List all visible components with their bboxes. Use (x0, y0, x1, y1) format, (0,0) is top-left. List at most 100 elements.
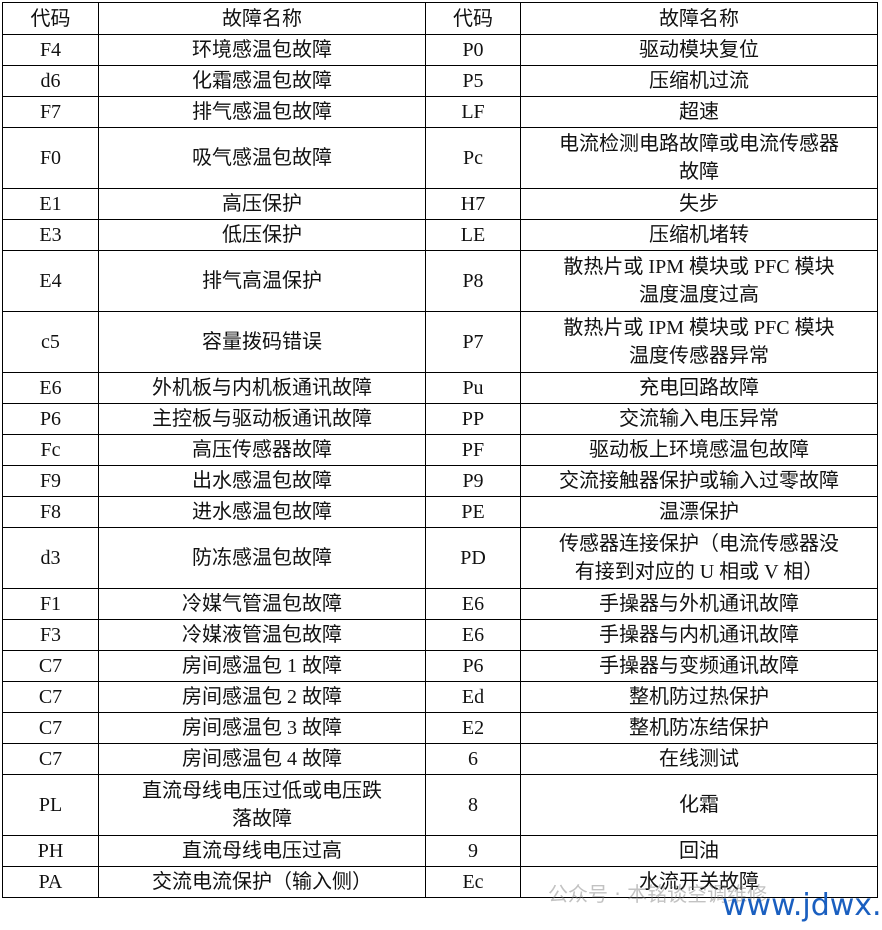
table-row: C7 房间感温包 4 故障 6 在线测试 (2, 743, 878, 775)
fault-name: 进水感温包故障 (98, 496, 426, 528)
fault-name: 交流输入电压异常 (520, 403, 878, 435)
table-row: d6 化霜感温包故障 P5 压缩机过流 (2, 65, 878, 97)
fault-name: 水流开关故障 (520, 866, 878, 898)
fault-code: PH (2, 835, 99, 867)
fault-name: 防冻感温包故障 (98, 527, 426, 589)
fault-name: 冷媒气管温包故障 (98, 588, 426, 620)
table-row: F8 进水感温包故障 PE 温漂保护 (2, 496, 878, 528)
fault-name: 压缩机堵转 (520, 219, 878, 251)
fault-name: 吸气感温包故障 (98, 127, 426, 189)
fault-code: c5 (2, 311, 99, 373)
fault-code: F3 (2, 619, 99, 651)
header-cell: 故障名称 (520, 2, 878, 35)
fault-name: 电流检测电路故障或电流传感器 故障 (520, 127, 878, 189)
table-row: Fc 高压传感器故障 PF 驱动板上环境感温包故障 (2, 434, 878, 466)
table-row: E6 外机板与内机板通讯故障 Pu 充电回路故障 (2, 372, 878, 404)
fault-code: C7 (2, 712, 99, 744)
fault-code: PP (425, 403, 521, 435)
fault-code: LE (425, 219, 521, 251)
fault-code: C7 (2, 681, 99, 713)
table-row: F7 排气感温包故障 LF 超速 (2, 96, 878, 128)
fault-name: 在线测试 (520, 743, 878, 775)
fault-code: PA (2, 866, 99, 898)
table-row: C7 房间感温包 1 故障 P6 手操器与变频通讯故障 (2, 650, 878, 682)
fault-name: 失步 (520, 188, 878, 220)
fault-name: 温漂保护 (520, 496, 878, 528)
fault-name: 散热片或 IPM 模块或 PFC 模块 温度温度过高 (520, 250, 878, 312)
fault-code: F4 (2, 34, 99, 66)
header-cell: 代码 (425, 2, 521, 35)
fault-code: Pc (425, 127, 521, 189)
fault-code: F8 (2, 496, 99, 528)
fault-name: 化霜感温包故障 (98, 65, 426, 97)
fault-code: PL (2, 774, 99, 836)
table-row: PL 直流母线电压过低或电压跌 落故障 8 化霜 (2, 774, 878, 836)
watermark-site: www.jdwx.cn (722, 888, 882, 923)
table-row: F1 冷媒气管温包故障 E6 手操器与外机通讯故障 (2, 588, 878, 620)
fault-name: 直流母线电压过高 (98, 835, 426, 867)
fault-code: E6 (2, 372, 99, 404)
table-row: E1 高压保护 H7 失步 (2, 188, 878, 220)
table-row: C7 房间感温包 3 故障 E2 整机防冻结保护 (2, 712, 878, 744)
fault-code: PF (425, 434, 521, 466)
fault-code: Ed (425, 681, 521, 713)
fault-code: E2 (425, 712, 521, 744)
fault-name: 交流接触器保护或输入过零故障 (520, 465, 878, 497)
table-row: P6 主控板与驱动板通讯故障 PP 交流输入电压异常 (2, 403, 878, 435)
fault-name: 手操器与变频通讯故障 (520, 650, 878, 682)
table-row: F9 出水感温包故障 P9 交流接触器保护或输入过零故障 (2, 465, 878, 497)
fault-name: 驱动板上环境感温包故障 (520, 434, 878, 466)
fault-name: 手操器与外机通讯故障 (520, 588, 878, 620)
fault-code: P7 (425, 311, 521, 373)
fault-code: P6 (425, 650, 521, 682)
fault-code: E4 (2, 250, 99, 312)
watermark-account: 公众号 · 本铭谈空调维修 (548, 882, 768, 906)
fault-name: 散热片或 IPM 模块或 PFC 模块 温度传感器异常 (520, 311, 878, 373)
fault-code: d6 (2, 65, 99, 97)
fault-code: F9 (2, 465, 99, 497)
fault-name: 容量拨码错误 (98, 311, 426, 373)
fault-code: Fc (2, 434, 99, 466)
header-cell: 故障名称 (98, 2, 426, 35)
table-row: PA 交流电流保护（输入侧） Ec 水流开关故障 (2, 866, 878, 898)
fault-code: 9 (425, 835, 521, 867)
fault-name: 排气感温包故障 (98, 96, 426, 128)
header-row: 代码 故障名称 代码 故障名称 (2, 2, 878, 35)
fault-name: 冷媒液管温包故障 (98, 619, 426, 651)
fault-code: P0 (425, 34, 521, 66)
table-body: F4 环境感温包故障 P0 驱动模块复位 d6 化霜感温包故障 P5 压缩机过流 F7 排气感温包… (2, 34, 878, 898)
fault-name: 超速 (520, 96, 878, 128)
fault-name: 手操器与内机通讯故障 (520, 619, 878, 651)
fault-name: 整机防过热保护 (520, 681, 878, 713)
fault-code: d3 (2, 527, 99, 589)
table-row: E3 低压保护 LE 压缩机堵转 (2, 219, 878, 251)
fault-code: E3 (2, 219, 99, 251)
fault-code: P8 (425, 250, 521, 312)
table-row: PH 直流母线电压过高 9 回油 (2, 835, 878, 867)
fault-code: F0 (2, 127, 99, 189)
table-row: c5 容量拨码错误 P7 散热片或 IPM 模块或 PFC 模块 温度传感器异常 (2, 311, 878, 373)
header-cell: 代码 (2, 2, 99, 35)
fault-name: 压缩机过流 (520, 65, 878, 97)
table-row: F4 环境感温包故障 P0 驱动模块复位 (2, 34, 878, 66)
fault-name: 外机板与内机板通讯故障 (98, 372, 426, 404)
fault-name: 高压传感器故障 (98, 434, 426, 466)
fault-name: 驱动模块复位 (520, 34, 878, 66)
fault-name: 低压保护 (98, 219, 426, 251)
fault-code: P6 (2, 403, 99, 435)
fault-code: E6 (425, 619, 521, 651)
fault-name: 房间感温包 1 故障 (98, 650, 426, 682)
fault-name: 排气高温保护 (98, 250, 426, 312)
fault-code: 8 (425, 774, 521, 836)
fault-name: 房间感温包 4 故障 (98, 743, 426, 775)
table-row: F0 吸气感温包故障 Pc 电流检测电路故障或电流传感器 故障 (2, 127, 878, 189)
fault-name: 交流电流保护（输入侧） (98, 866, 426, 898)
fault-name: 房间感温包 3 故障 (98, 712, 426, 744)
table-row: E4 排气高温保护 P8 散热片或 IPM 模块或 PFC 模块 温度温度过高 (2, 250, 878, 312)
table-row: C7 房间感温包 2 故障 Ed 整机防过热保护 (2, 681, 878, 713)
fault-code: H7 (425, 188, 521, 220)
fault-code: LF (425, 96, 521, 128)
fault-name: 整机防冻结保护 (520, 712, 878, 744)
fault-name: 房间感温包 2 故障 (98, 681, 426, 713)
